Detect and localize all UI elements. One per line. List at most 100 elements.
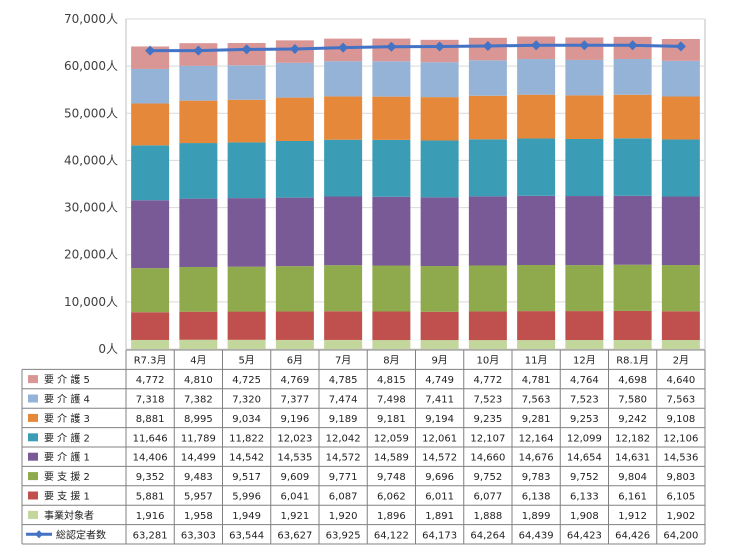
x-tick-label: 8月 [383, 355, 399, 367]
data-label: 14,572 [422, 453, 457, 464]
data-label: 5,881 [136, 492, 165, 503]
data-label: 64,122 [374, 530, 409, 541]
data-label: 6,138 [522, 492, 551, 503]
data-label: 1,899 [522, 511, 551, 522]
bar-segment [661, 340, 700, 349]
data-label: 14,589 [374, 453, 409, 464]
legend-label: 要 介 護 2 [44, 431, 90, 444]
bar-segment [661, 60, 700, 97]
x-tick-label: 9月 [431, 355, 447, 367]
legend-swatch [28, 452, 38, 461]
bar-segment [517, 195, 556, 265]
data-label: 7,320 [232, 395, 261, 406]
total-line [150, 43, 681, 53]
data-label: 14,572 [326, 453, 361, 464]
data-label: 9,752 [474, 472, 503, 483]
data-label: 9,483 [184, 472, 213, 483]
data-label: 6,011 [425, 492, 454, 503]
total-line-point [145, 45, 156, 56]
bar-segment [227, 266, 266, 312]
bar-segment [565, 95, 604, 139]
data-label: 9,804 [618, 472, 647, 483]
bar-segment [565, 265, 604, 312]
data-label: 12,061 [422, 433, 457, 444]
bar-segment [275, 97, 314, 141]
bar-segment [517, 94, 556, 139]
bar-segment [468, 196, 507, 266]
data-label: 12,182 [615, 433, 650, 444]
bar-segment [372, 265, 411, 312]
bar-segment [517, 59, 556, 95]
bar-segment [324, 265, 363, 312]
legend-label: 要 介 護 3 [44, 412, 90, 425]
data-label: 4,698 [618, 375, 647, 386]
data-label: 12,042 [326, 433, 361, 444]
data-label: 11,646 [133, 433, 168, 444]
data-label: 63,544 [229, 530, 264, 541]
data-label: 63,281 [133, 530, 168, 541]
bar-segment [613, 195, 652, 265]
bar-segment [661, 96, 700, 140]
data-label: 7,474 [329, 395, 358, 406]
data-label: 9,242 [618, 414, 647, 425]
bar-segment [613, 310, 652, 340]
data-label: 9,609 [281, 472, 310, 483]
data-label: 6,077 [474, 492, 503, 503]
bar-segment [420, 266, 459, 312]
data-label: 9,352 [136, 472, 165, 483]
data-label: 1,896 [377, 511, 406, 522]
bar-segment [227, 339, 266, 349]
data-label: 14,660 [470, 453, 505, 464]
bar-segment [468, 311, 507, 341]
data-label: 9,108 [667, 414, 696, 425]
data-label: 9,194 [425, 414, 454, 425]
data-label: 4,764 [570, 375, 599, 386]
data-label: 9,783 [522, 472, 551, 483]
bar-segment [227, 198, 266, 267]
total-line-point [434, 41, 445, 52]
bar-segment [613, 339, 652, 349]
bar-segment [179, 311, 218, 340]
data-label: 12,106 [663, 433, 698, 444]
legend-label: 要 介 護 4 [44, 393, 90, 406]
data-label: 6,133 [570, 492, 599, 503]
bar-segment [227, 65, 266, 100]
x-tick-label: 11月 [525, 355, 548, 367]
bar-segment [131, 103, 170, 146]
bar-segment [517, 340, 556, 349]
bar-segment [372, 96, 411, 140]
data-label: 6,105 [667, 492, 696, 503]
data-label: 12,099 [567, 433, 602, 444]
data-label: 63,925 [326, 530, 361, 541]
data-label: 9,748 [377, 472, 406, 483]
data-label: 64,200 [663, 530, 698, 541]
bar-segment [661, 265, 700, 312]
data-label: 12,164 [519, 433, 554, 444]
data-label: 1,908 [570, 511, 599, 522]
bar-segment [275, 266, 314, 312]
bar-segment [372, 311, 411, 341]
y-tick-label: 60,000人 [64, 59, 118, 73]
bar-segment [613, 138, 652, 196]
bar-segment [227, 311, 266, 340]
data-label: 8,995 [184, 414, 213, 425]
x-tick-label: 10月 [477, 355, 500, 367]
data-label: 1,902 [667, 511, 696, 522]
data-label: 64,264 [470, 530, 505, 541]
total-line-point [482, 41, 493, 52]
bar-segment [227, 99, 266, 143]
bar-segment [565, 311, 604, 341]
y-tick-label: 30,000人 [64, 201, 118, 215]
bar-segment [372, 196, 411, 266]
legend-swatch [28, 510, 38, 519]
data-label: 1,920 [329, 511, 358, 522]
bar-segment [324, 339, 363, 349]
data-label: 6,041 [281, 492, 310, 503]
data-label: 4,772 [474, 375, 503, 386]
x-tick-label: 6月 [287, 355, 303, 367]
y-tick-label: 70,000人 [64, 12, 118, 26]
data-label: 1,949 [232, 511, 261, 522]
bar-segment [613, 264, 652, 311]
x-tick-label: R7.3月 [134, 355, 167, 367]
